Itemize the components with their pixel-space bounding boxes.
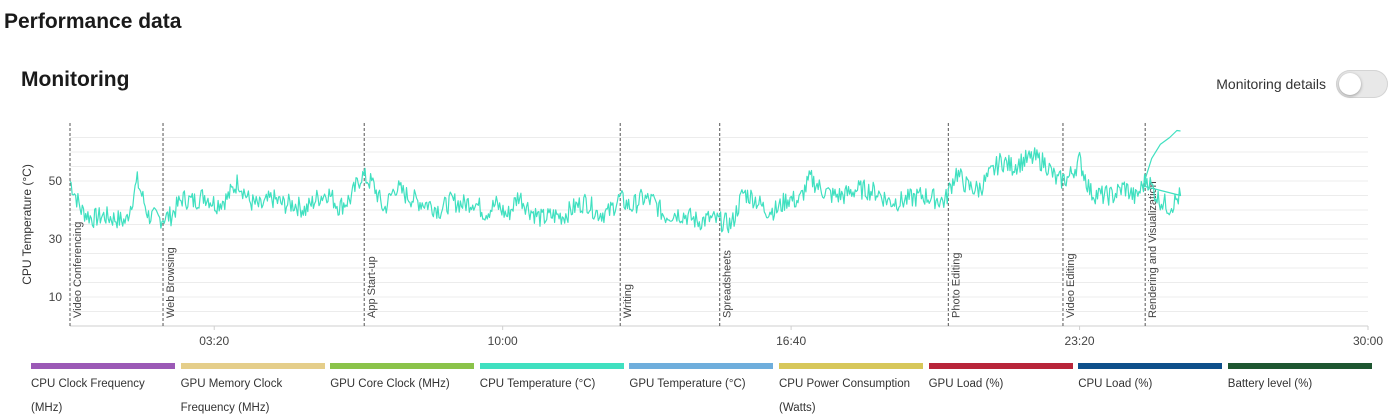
series-line — [69, 129, 1182, 234]
legend-swatch — [779, 363, 923, 369]
legend-item[interactable]: Battery level (%) — [1227, 363, 1372, 396]
y-tick-label: 10 — [49, 290, 63, 304]
legend-swatch — [1078, 363, 1223, 369]
legend-swatch — [31, 363, 175, 369]
legend-label: GPU Temperature (°C) — [629, 378, 746, 390]
y-tick-label: 50 — [49, 174, 63, 188]
legend-swatch — [629, 363, 774, 369]
legend-item[interactable]: CPU Power Consumption (Watts) — [779, 363, 923, 420]
legend-swatch — [928, 363, 1073, 369]
annotation-label: App Start-up — [366, 256, 378, 318]
legend-item[interactable]: GPU Memory Clock Frequency (MHz) — [180, 363, 325, 420]
legend-item[interactable]: CPU Clock Frequency (MHz) — [31, 363, 175, 420]
annotation-label: Writing — [622, 284, 634, 318]
monitoring-details-label: Monitoring details — [1216, 76, 1326, 92]
legend-swatch — [1227, 363, 1372, 369]
legend-label: GPU Memory Clock Frequency (MHz) — [180, 378, 283, 414]
legend-label: CPU Temperature (°C) — [479, 378, 596, 390]
monitoring-title: Monitoring — [21, 68, 130, 91]
legend-label: CPU Power Consumption (Watts) — [779, 378, 911, 414]
annotation-label: Photo Editing — [950, 253, 962, 318]
cpu-temperature-chart: 10 30 50 CPU Temperature (°C) 03:20 10:00 16:4… — [20, 123, 1383, 348]
annotation-label: Web Browsing — [165, 247, 177, 318]
legend-label: GPU Core Clock (MHz) — [330, 378, 450, 390]
monitoring-details-control: Monitoring details — [1216, 70, 1388, 98]
legend-item[interactable]: GPU Load (%) — [928, 363, 1073, 396]
x-tick-label: 30:00 — [1353, 334, 1383, 348]
toggle-knob — [1339, 73, 1361, 95]
page-title: Performance data — [4, 10, 182, 33]
legend-item[interactable]: CPU Temperature (°C) — [479, 363, 624, 396]
annotation-label: Spreadsheets — [722, 250, 734, 318]
legend-item[interactable]: GPU Core Clock (MHz) — [330, 363, 475, 396]
x-tick-label: 03:20 — [199, 334, 229, 348]
x-tick-label: 10:00 — [488, 334, 518, 348]
legend-label: GPU Load (%) — [928, 378, 1004, 390]
legend-item[interactable]: CPU Load (%) — [1078, 363, 1223, 396]
y-tick-label: 30 — [49, 232, 63, 246]
legend-swatch — [330, 363, 475, 369]
monitoring-details-toggle[interactable] — [1336, 70, 1388, 98]
annotation-label: Rendering and Visualization — [1147, 181, 1159, 318]
legend-item[interactable]: GPU Temperature (°C) — [629, 363, 774, 396]
legend-label: CPU Load (%) — [1078, 378, 1153, 390]
annotation-label: Video Editing — [1065, 253, 1077, 318]
legend-label: Battery level (%) — [1227, 378, 1313, 390]
chart-legend: CPU Clock Frequency (MHz) GPU Memory Cloc… — [31, 363, 1381, 415]
x-tick-label: 16:40 — [776, 334, 806, 348]
legend-label: CPU Clock Frequency (MHz) — [31, 378, 145, 414]
x-tick-label: 23:20 — [1065, 334, 1095, 348]
y-axis-label: CPU Temperature (°C) — [20, 164, 34, 285]
legend-swatch — [479, 363, 624, 369]
annotation-label: Video Conferencing — [72, 222, 84, 318]
legend-swatch — [180, 363, 325, 369]
